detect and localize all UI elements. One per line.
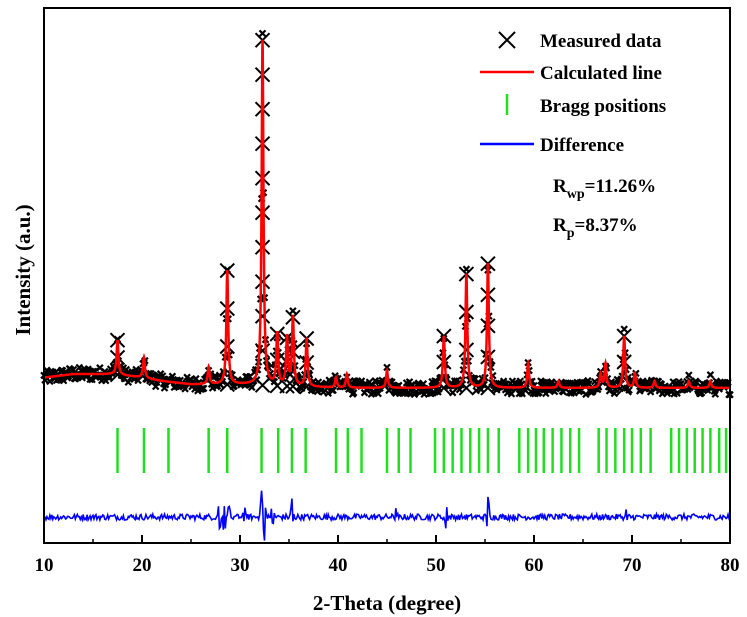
x-tick-label-20: 20 — [133, 555, 152, 576]
x-tick-label-60: 60 — [525, 555, 544, 576]
legend-item-bragg: Bragg positions — [505, 94, 666, 117]
legend-item-difference: Difference — [480, 135, 624, 156]
x-tick-label-80: 80 — [721, 555, 740, 576]
rwp-annotation: Rwp=11.26% — [553, 176, 656, 202]
rwp-base: R — [553, 176, 567, 197]
x-tick-label-10: 10 — [35, 555, 54, 576]
x-tick-label-30: 30 — [231, 555, 250, 576]
legend-label-difference: Difference — [540, 135, 624, 156]
x-tick-label-40: 40 — [329, 555, 348, 576]
legend-label-calculated: Calculated line — [540, 63, 662, 84]
legend: Measured data Calculated line Bragg posi… — [480, 31, 666, 156]
rp-value: =8.37% — [575, 215, 638, 236]
rp-base: R — [553, 215, 567, 236]
bragg-positions-series — [116, 428, 728, 473]
x-tick-label-70: 70 — [623, 555, 642, 576]
rp-annotation: Rp=8.37% — [553, 215, 638, 241]
legend-label-bragg: Bragg positions — [540, 96, 666, 117]
x-tick-label-50: 50 — [427, 555, 446, 576]
calculated-line — [43, 39, 730, 390]
difference-line — [43, 490, 731, 541]
difference-series — [43, 490, 731, 541]
legend-item-measured: Measured data — [498, 31, 662, 52]
rwp-value: =11.26% — [585, 176, 657, 197]
x-axis: 10 20 30 40 50 60 70 80 — [35, 535, 740, 576]
x-marker-icon — [498, 31, 516, 49]
rp-sub: p — [567, 226, 575, 241]
y-axis-label: Intensity (a.u.) — [11, 204, 35, 335]
legend-item-calculated: Calculated line — [480, 63, 662, 84]
legend-label-measured: Measured data — [540, 31, 662, 52]
calculated-line-series — [43, 39, 730, 390]
x-axis-label: 2-Theta (degree) — [313, 591, 461, 615]
rwp-sub: wp — [567, 187, 585, 202]
